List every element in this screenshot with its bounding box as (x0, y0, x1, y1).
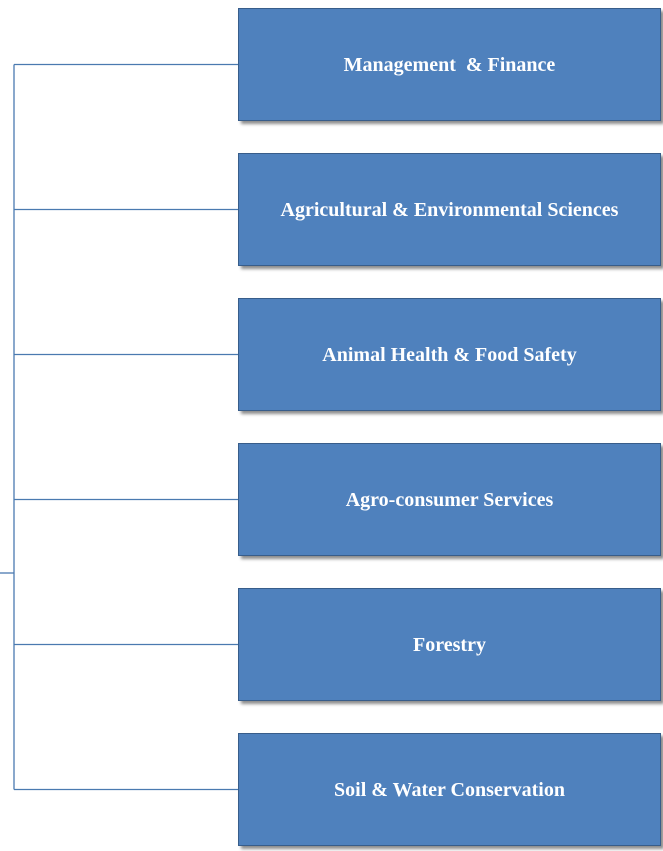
node-label: Animal Health & Food Safety (322, 343, 577, 366)
node-box: Animal Health & Food Safety (238, 298, 661, 411)
node-box: Forestry (238, 588, 661, 701)
node-box: Soil & Water Conservation (238, 733, 661, 846)
node-label: Management & Finance (343, 53, 556, 76)
node-box: Management & Finance (238, 8, 661, 121)
node-label: Soil & Water Conservation (334, 778, 565, 801)
node-box: Agricultural & Environmental Sciences (238, 153, 661, 266)
node-label: Agricultural & Environmental Sciences (280, 198, 619, 221)
node-label: Forestry (413, 633, 486, 656)
node-label: Agro-consumer Services (345, 488, 554, 511)
node-box: Agro-consumer Services (238, 443, 661, 556)
